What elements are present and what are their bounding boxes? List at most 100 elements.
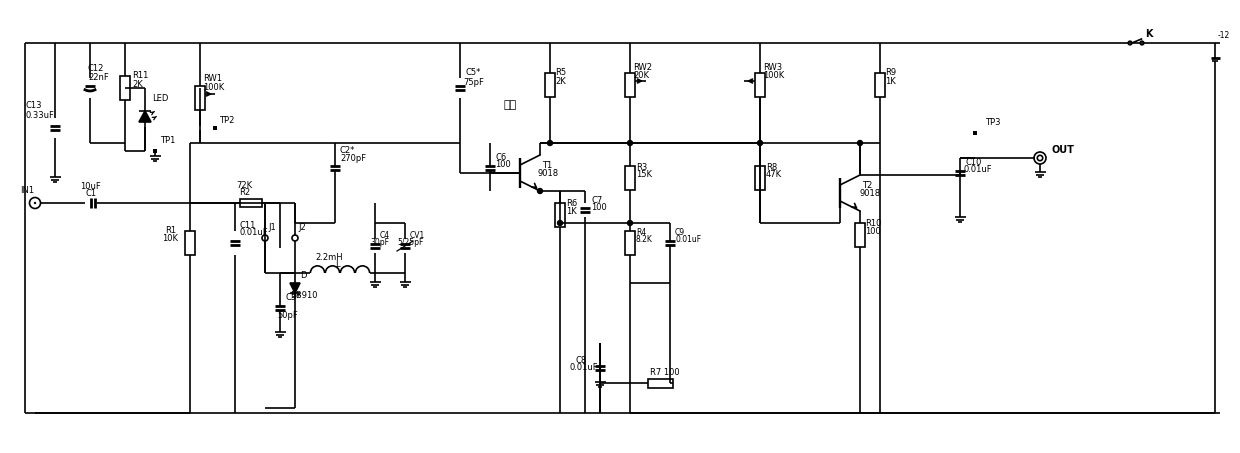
Text: LED: LED [153,94,169,103]
Text: 15K: 15K [636,170,652,179]
Bar [755,73,765,97]
Text: 2K: 2K [556,77,565,86]
Text: 100K: 100K [203,83,224,92]
Text: 22nF: 22nF [88,73,109,82]
Text: 10K: 10K [162,234,179,243]
Text: 西勒: 西勒 [503,100,517,110]
Text: 2.2mH: 2.2mH [315,253,342,262]
Text: 1K: 1K [885,77,895,86]
Text: 0.01uF: 0.01uF [675,235,701,244]
Bar [120,76,130,100]
Text: C8: C8 [575,356,587,365]
Bar [973,131,977,135]
Text: 20K: 20K [632,71,649,80]
Text: TP1: TP1 [160,136,175,145]
Text: TP2: TP2 [219,116,234,125]
Text: BB910: BB910 [290,291,317,300]
Circle shape [627,221,632,226]
Text: RW3: RW3 [763,63,782,72]
Text: 270pF: 270pF [340,154,366,163]
Text: 9018: 9018 [861,189,882,198]
Circle shape [758,140,763,145]
Bar [154,149,156,153]
Text: R5: R5 [556,68,567,77]
Text: C9: C9 [675,228,686,237]
Text: 100K: 100K [763,71,784,80]
Text: C11: C11 [241,221,257,230]
Text: J2: J2 [298,223,306,232]
Bar [213,126,217,130]
Text: C6: C6 [495,153,506,162]
Bar [625,166,635,190]
Text: D: D [300,271,306,280]
Text: L: L [335,260,340,269]
Text: C3*: C3* [285,293,300,302]
Text: R4: R4 [636,228,646,237]
Text: 0.01uF: 0.01uF [570,363,599,372]
Text: R3: R3 [636,163,647,172]
Text: TP3: TP3 [985,118,1001,127]
Text: R9: R9 [885,68,897,77]
Bar [556,203,565,227]
Text: 100: 100 [866,227,880,236]
Text: R6: R6 [565,199,578,208]
Text: R10: R10 [866,219,882,228]
Bar [625,73,635,97]
Text: 50pF: 50pF [277,311,298,320]
Text: 100: 100 [495,160,511,169]
Bar [647,379,672,387]
Text: 9018: 9018 [538,169,559,178]
Circle shape [558,221,563,226]
Bar [241,199,262,207]
Bar [856,223,866,247]
Text: RW1: RW1 [203,74,222,83]
Bar [546,73,556,97]
Text: R2: R2 [239,188,250,197]
Bar [755,166,765,190]
Bar [625,231,635,255]
Text: IN1: IN1 [20,186,35,195]
Circle shape [537,188,543,193]
Text: 0.01uF: 0.01uF [241,228,269,237]
Text: OUT: OUT [1052,145,1075,155]
Bar [185,231,195,255]
Text: 30pF: 30pF [370,238,389,247]
Text: 8.2K: 8.2K [636,235,653,244]
Text: T2: T2 [862,181,872,190]
Text: R7 100: R7 100 [650,368,680,377]
Text: 72K: 72K [236,181,252,190]
Text: C10: C10 [965,158,981,167]
Text: 47K: 47K [766,170,782,179]
Text: J1: J1 [268,223,275,232]
Text: 1K: 1K [565,207,577,216]
Text: C5*: C5* [465,68,480,77]
Text: R1: R1 [165,226,176,235]
Circle shape [33,202,36,204]
Circle shape [548,140,553,145]
Polygon shape [290,283,300,293]
Text: C2*: C2* [340,146,356,155]
Text: C13: C13 [25,101,41,110]
Text: 100: 100 [591,203,606,212]
Text: R11: R11 [131,71,149,80]
Text: C7: C7 [591,196,603,205]
Text: RW2: RW2 [632,63,652,72]
Bar [875,73,885,97]
Text: C4: C4 [379,231,391,240]
Text: -12: -12 [1218,31,1230,40]
Circle shape [627,140,632,145]
Text: 2K: 2K [131,80,143,89]
Text: C12: C12 [88,64,104,73]
Text: 0.33uF: 0.33uF [25,111,53,120]
Circle shape [858,140,863,145]
Text: 0.01uF: 0.01uF [963,165,992,174]
Bar [195,86,205,110]
Polygon shape [139,111,151,122]
Text: 5/25pF: 5/25pF [397,238,423,247]
Text: CV1: CV1 [410,231,425,240]
Text: T1: T1 [542,161,552,170]
Text: R8: R8 [766,163,777,172]
Text: K: K [1145,29,1152,39]
Text: C1: C1 [86,189,97,198]
Text: 10uF: 10uF [81,182,100,191]
